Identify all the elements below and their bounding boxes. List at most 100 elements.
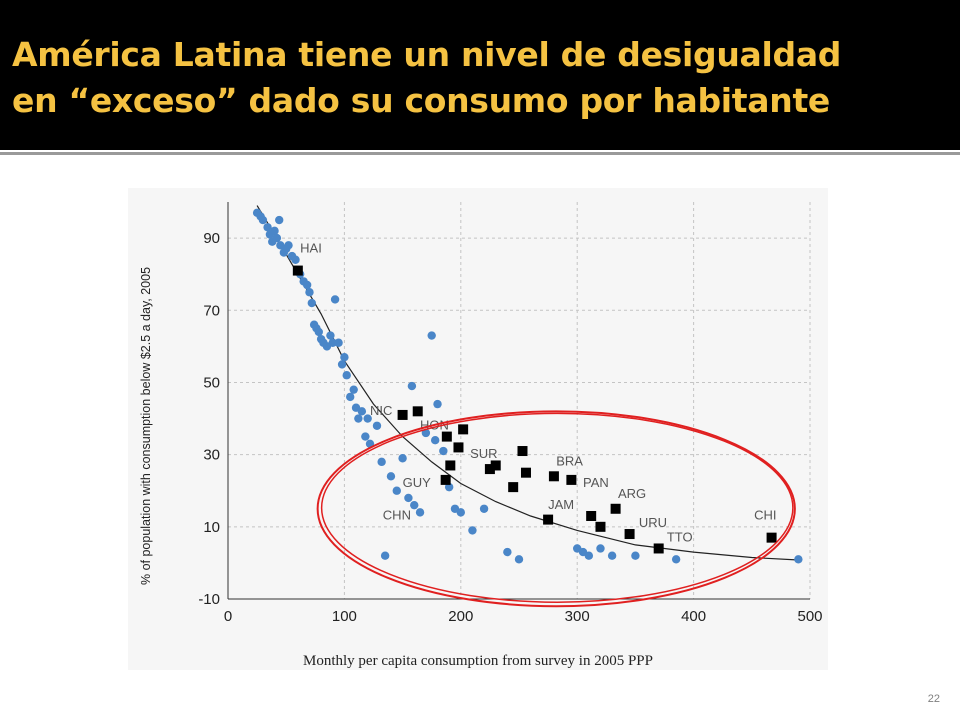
data-point-circle [314, 327, 323, 337]
data-point-square [441, 431, 452, 442]
y-tick-label: 50 [203, 374, 220, 391]
data-point-circle [427, 331, 436, 340]
data-point-circle [272, 233, 282, 243]
data-point-circle [607, 551, 617, 560]
annotation-chn: CHN [383, 508, 411, 523]
data-point-circle [392, 486, 401, 495]
slide-title-line-1: América Latina tiene un nivel de desigua… [12, 35, 842, 74]
data-point-circle [410, 500, 419, 510]
highlight-ellipse [316, 410, 796, 608]
data-point-circle [363, 414, 372, 423]
data-point-circle [302, 280, 312, 290]
data-point-square [543, 514, 554, 525]
data-point-circle [433, 399, 442, 409]
data-point-circle [349, 385, 358, 394]
data-point-circle [398, 454, 407, 463]
x-tick-label: 300 [565, 608, 590, 625]
y-axis-label: % of population with consumption below $… [139, 267, 153, 585]
annotation-uru: URU [639, 515, 667, 530]
data-point-circle [468, 526, 477, 535]
data-point-circle [258, 215, 268, 225]
data-point-square [440, 474, 451, 485]
data-point-circle [361, 432, 370, 441]
chart-tick-labels: 0 100 200 300 400 500 -10 10 30 50 70 90 [198, 230, 822, 625]
slide-title: América Latina tiene un nivel de desigua… [12, 32, 952, 124]
annotation-arg: ARG [618, 486, 646, 501]
annotation-nic: NIC [370, 403, 392, 418]
data-point-circle [430, 436, 440, 445]
data-point-circle [439, 446, 448, 456]
x-tick-label: 500 [797, 608, 822, 625]
data-point-circle [407, 381, 417, 391]
data-point-square [766, 532, 777, 543]
data-point-circle [456, 508, 465, 517]
data-point-circle [357, 407, 367, 416]
data-point-square [458, 424, 469, 435]
data-point-square [624, 529, 635, 540]
data-point-circle [334, 338, 343, 347]
data-point-circle [503, 547, 512, 557]
annotation-bra: BRA [556, 453, 583, 468]
data-point-circle [342, 371, 351, 380]
data-point-circle [275, 215, 284, 225]
x-axis-label: Monthly per capita consumption from surv… [303, 653, 653, 669]
data-point-circle [263, 223, 272, 232]
y-tick-label: 10 [203, 519, 220, 536]
data-point-circle [794, 555, 803, 564]
data-point-circle [340, 352, 349, 362]
annotation-guy: GUY [403, 475, 432, 490]
data-point-circle [270, 226, 279, 236]
chart-axes [227, 202, 810, 600]
data-point-circle [421, 428, 431, 438]
data-point-circle [305, 288, 314, 297]
data-point-square [517, 446, 528, 457]
slide-title-line-2: en “exceso” dado su consumo por habitant… [12, 81, 831, 120]
y-tick-label: -10 [198, 591, 220, 608]
data-point-circle [330, 295, 340, 304]
data-point-circle [596, 544, 605, 553]
data-point-square [397, 409, 408, 420]
data-point-circle [479, 504, 489, 513]
data-point-square [610, 503, 621, 514]
annotation-sur: SUR [470, 446, 497, 461]
chart-panel: 0 100 200 300 400 500 -10 10 30 50 70 90 HAI NIC HON S… [128, 188, 828, 670]
data-point-circle [386, 472, 396, 481]
data-point-square [653, 543, 664, 554]
data-point-circle [377, 457, 386, 467]
slide-title-bar: América Latina tiene un nivel de desigua… [0, 0, 960, 150]
y-tick-label: 30 [203, 447, 220, 464]
x-tick-label: 0 [224, 608, 232, 625]
page-number: 22 [927, 693, 940, 705]
data-point-circle [372, 421, 382, 430]
data-point-square [566, 474, 577, 485]
data-point-square [490, 460, 501, 471]
data-point-circle [346, 392, 355, 402]
data-point-circle [380, 551, 390, 560]
annotation-jam: JAM [548, 497, 574, 512]
data-point-circle [337, 360, 347, 369]
chart-highlight [316, 410, 796, 608]
highlight-ellipse-inner [320, 412, 794, 603]
annotation-chi: CHI [754, 508, 776, 523]
data-point-circle [631, 551, 640, 560]
chart-points [252, 208, 803, 564]
data-point-square [484, 464, 495, 475]
data-point-circle [404, 493, 413, 503]
data-point-circle [354, 414, 363, 423]
annotation-pan: PAN [583, 475, 609, 490]
data-point-circle [284, 241, 293, 250]
data-point-circle [584, 551, 594, 560]
data-point-square [445, 460, 456, 471]
chart-grid [227, 202, 811, 600]
data-point-circle [671, 555, 681, 564]
y-tick-label: 70 [203, 302, 220, 319]
data-point-square [595, 521, 606, 532]
data-point-square [412, 406, 423, 417]
data-point-circle [514, 555, 524, 564]
data-point-square [520, 467, 531, 478]
annotation-tto: TTO [667, 529, 693, 544]
data-point-circle [444, 482, 454, 492]
data-point-circle [326, 331, 335, 340]
